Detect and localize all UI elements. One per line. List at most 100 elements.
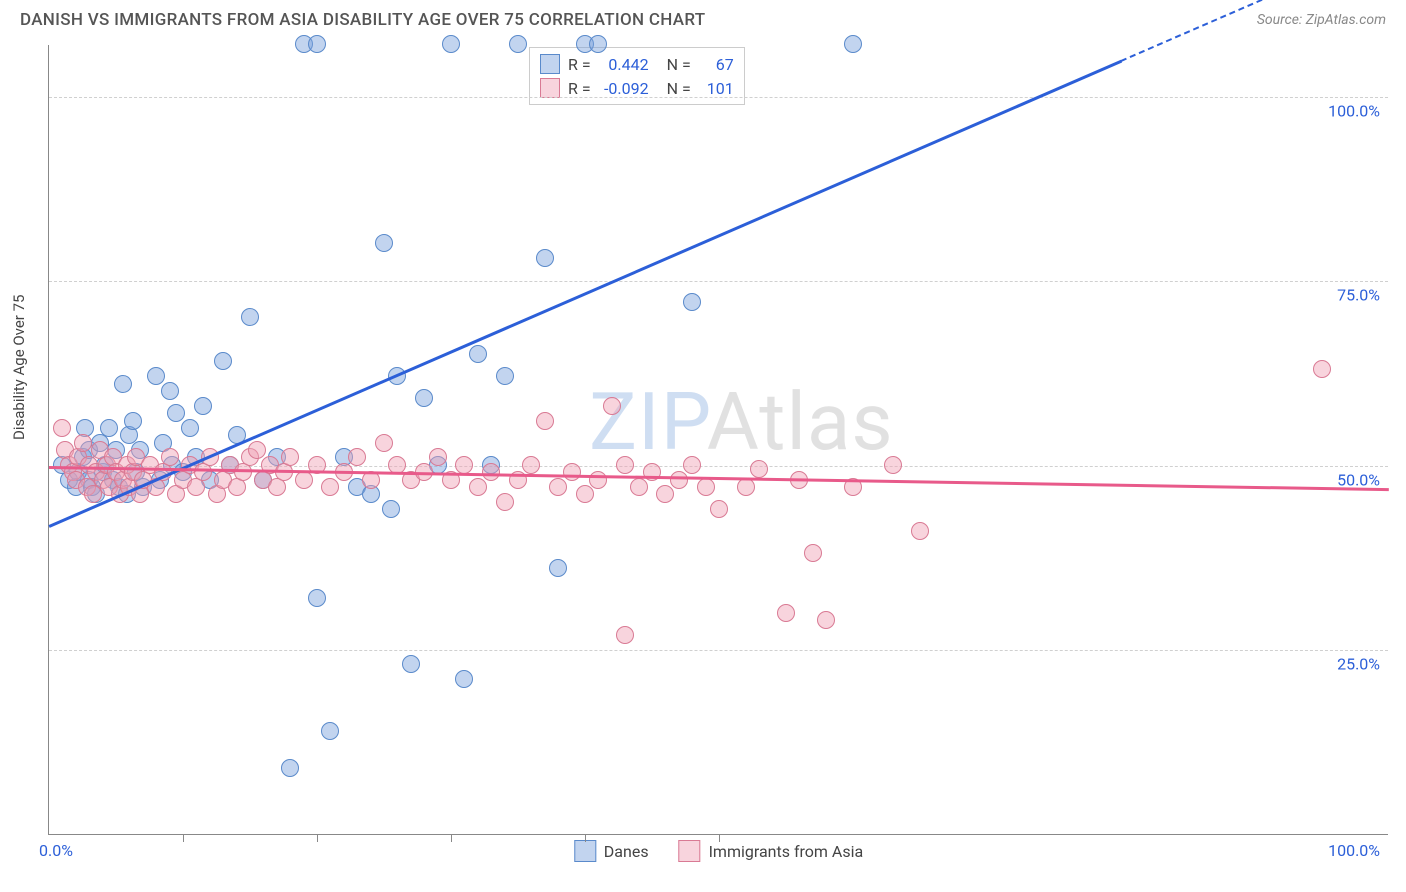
data-point [683, 293, 701, 311]
stats-row: R = 0.442 N = 67 [540, 52, 734, 76]
data-point [469, 478, 487, 496]
data-point [402, 655, 420, 673]
stats-n-value: 101 [699, 79, 734, 98]
legend-item: Immigrants from Asia [679, 840, 864, 862]
y-tick-label: 100.0% [1328, 101, 1380, 120]
data-point [161, 382, 179, 400]
data-point [321, 478, 339, 496]
data-point [603, 397, 621, 415]
y-tick-label: 75.0% [1337, 286, 1380, 305]
stats-r-label: R = [568, 79, 591, 98]
data-point [321, 722, 339, 740]
legend-item: Danes [574, 840, 649, 862]
data-point [147, 367, 165, 385]
data-point [536, 412, 554, 430]
data-point [670, 471, 688, 489]
data-point [697, 478, 715, 496]
gridline [49, 97, 1388, 98]
data-point [53, 419, 71, 437]
data-point [630, 478, 648, 496]
stats-swatch [540, 54, 560, 74]
trendline [49, 60, 1122, 527]
data-point [161, 448, 179, 466]
data-point [589, 471, 607, 489]
stats-r-value: 0.442 [599, 55, 649, 74]
stats-r-value: -0.092 [599, 79, 649, 98]
data-point [74, 434, 92, 452]
data-point [281, 759, 299, 777]
watermark-atlas: Atlas [707, 375, 894, 469]
x-tick [451, 834, 452, 842]
stats-n-label: N = [667, 55, 691, 74]
data-point [308, 589, 326, 607]
data-point [549, 478, 567, 496]
data-point [496, 493, 514, 511]
x-max-label: 100.0% [1328, 841, 1380, 860]
data-point [181, 419, 199, 437]
data-point [375, 434, 393, 452]
data-point [563, 463, 581, 481]
stats-n-label: N = [667, 79, 691, 98]
data-point [522, 456, 540, 474]
stats-r-label: R = [568, 55, 591, 74]
legend-label: Danes [604, 842, 649, 861]
stats-swatch [540, 78, 560, 98]
data-point [1313, 360, 1331, 378]
legend-label: Immigrants from Asia [709, 842, 864, 861]
y-tick-label: 25.0% [1337, 655, 1380, 674]
data-point [616, 626, 634, 644]
data-point [308, 35, 326, 53]
legend-swatch [679, 840, 701, 862]
data-point [656, 485, 674, 503]
data-point [194, 397, 212, 415]
data-point [509, 35, 527, 53]
watermark: ZIPAtlas [589, 375, 894, 469]
data-point [576, 485, 594, 503]
watermark-zip: ZIP [589, 375, 707, 469]
data-point [616, 456, 634, 474]
data-point [804, 544, 822, 562]
data-point [469, 345, 487, 363]
x-tick [719, 834, 720, 842]
data-point [241, 308, 259, 326]
data-point [536, 249, 554, 267]
data-point [214, 352, 232, 370]
data-point [455, 456, 473, 474]
data-point [750, 460, 768, 478]
data-point [844, 35, 862, 53]
gridline [49, 281, 1388, 282]
data-point [248, 441, 266, 459]
data-point [911, 522, 929, 540]
data-point [817, 611, 835, 629]
source-label: Source: ZipAtlas.com [1257, 12, 1386, 28]
x-origin-label: 0.0% [39, 841, 73, 860]
legend-swatch [574, 840, 596, 862]
data-point [442, 35, 460, 53]
x-tick [183, 834, 184, 842]
data-point [167, 404, 185, 422]
chart-plot-area: ZIPAtlas R =0.442N =67R =-0.092N =101 0.… [48, 45, 1388, 835]
data-point [710, 500, 728, 518]
data-point [375, 234, 393, 252]
x-tick [317, 834, 318, 842]
data-point [683, 456, 701, 474]
data-point [777, 604, 795, 622]
data-point [884, 456, 902, 474]
data-point [114, 375, 132, 393]
data-point [496, 367, 514, 385]
data-point [455, 670, 473, 688]
data-point [589, 35, 607, 53]
data-point [124, 412, 142, 430]
y-axis-label: Disability Age Over 75 [10, 295, 28, 440]
x-tick [585, 834, 586, 842]
data-point [415, 389, 433, 407]
data-point [100, 419, 118, 437]
data-point [281, 448, 299, 466]
chart-title: DANISH VS IMMIGRANTS FROM ASIA DISABILIT… [20, 10, 705, 30]
data-point [348, 448, 366, 466]
stats-n-value: 67 [699, 55, 734, 74]
data-point [382, 500, 400, 518]
data-point [429, 448, 447, 466]
data-point [549, 559, 567, 577]
data-point [295, 471, 313, 489]
